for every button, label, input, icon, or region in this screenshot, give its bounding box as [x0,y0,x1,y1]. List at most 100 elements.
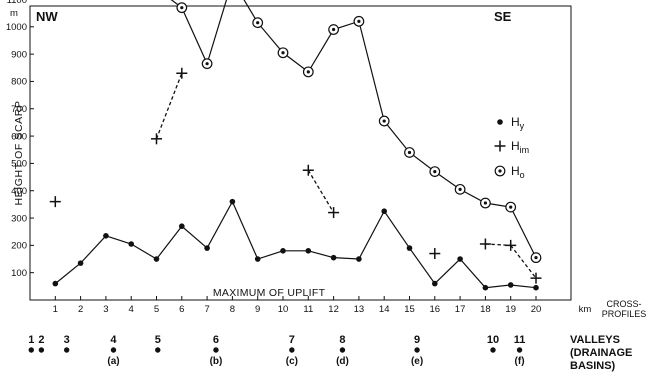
valleys-title-line2: (DRAINAGE [570,347,632,359]
point-ho-center [306,70,310,74]
x-tick-label: 5 [154,304,159,315]
valley-letter: (c) [286,356,298,367]
point-ho [454,183,466,195]
point-ho-center [483,201,487,205]
valley-9: 9 (e) [411,334,423,367]
point-ho [277,47,289,59]
point-hy [482,284,489,291]
valley-dot [155,347,161,353]
point-ho-center [534,256,538,260]
x-tick-label: 11 [303,304,313,315]
y-tick-label: 1100 [7,0,27,6]
y-unit-label: m [10,8,18,19]
valley-11: 11 (f) [514,334,526,367]
valley-dot [516,347,523,353]
point-ho-center [357,19,361,23]
point-him [176,67,188,79]
point-hy [457,256,463,262]
point-him [479,238,491,250]
x-tick-label: 8 [230,304,235,315]
point-him [328,207,340,219]
point-hy [533,284,539,291]
valley-number: 2 [38,334,44,346]
series-ho [170,0,542,264]
valley-dot [38,347,45,353]
y-axis-label: HEIGHT OF SCARP [13,100,25,205]
valley-10: 10 [487,334,499,353]
point-hy [356,256,362,262]
valley-letter: (d) [336,356,349,367]
x-tick-label: 20 [531,304,542,315]
y-tick-label: 300 [11,213,27,224]
valley-number: 7 [289,334,295,346]
point-ho-center [332,27,336,32]
valley-dot [490,347,496,353]
point-ho [505,201,517,213]
legend-item-ho: Ho [494,164,525,180]
series-dashed-link [155,73,183,140]
legend-label: Hy [511,115,525,131]
x-tick-label: 19 [505,304,516,315]
point-ho-center [180,6,184,10]
x-tick-label: 9 [255,304,260,315]
valley-dot [110,347,117,353]
point-ho [378,115,390,127]
x-tick-label: 7 [204,304,209,315]
valley-number: 11 [514,334,526,346]
corner-label-nw: NW [36,9,58,24]
point-ho [252,17,264,29]
point-hy [229,198,236,205]
point-ho [353,15,365,27]
x-tick-label: 2 [78,304,83,315]
point-hy [507,282,514,288]
valley-number: 10 [487,334,499,346]
x-tick-label: 17 [455,304,466,315]
x-tick-label: 1 [53,304,58,315]
y-tick-label: 900 [11,49,27,60]
valley-dot [414,347,420,353]
x-tick-label: 10 [278,304,289,315]
point-ho-center [407,150,412,155]
legend-label: Ho [511,164,525,180]
valley-letter: (f) [515,356,525,367]
series-hy [52,198,539,291]
valley-dot [63,347,70,353]
point-ho [201,58,213,70]
valley-letter: (b) [210,356,223,367]
x-unit-label: km [579,304,592,315]
corner-label-se: SE [494,9,512,24]
valley-number: 5 [155,334,161,346]
point-him [151,133,162,145]
valley-number: 8 [339,334,345,346]
y-tick-label: 1000 [6,22,27,33]
x-tick-label: 13 [354,304,365,315]
valleys-title-line1: VALLEYS [570,334,620,346]
x-tick-label: 15 [404,304,415,315]
point-ho-center [205,62,209,66]
valley-4: 4 (a) [107,334,119,367]
legend-item-hy: Hy [497,115,525,131]
point-hy [128,241,134,247]
series-line [54,200,537,289]
point-hy [153,256,160,262]
y-tick-label: 200 [11,241,27,252]
point-ho-center [382,119,386,123]
point-ho-center [498,169,502,173]
valley-5: 5 [155,334,161,353]
series-layer [49,0,542,291]
point-hy [204,245,210,251]
point-hy [103,232,109,239]
legend: Hy Him Ho [494,115,529,180]
point-hy [305,248,312,254]
point-him [494,140,506,152]
valley-6: 6 (b) [210,334,223,367]
legend-item-him: Him [494,139,529,155]
point-ho [429,166,441,177]
point-ho [480,197,491,209]
legend-label: Him [511,139,529,155]
valley-letter: (e) [411,356,423,367]
point-ho-center [509,205,513,209]
point-ho [494,165,506,177]
x-tick-label: 18 [480,304,491,315]
